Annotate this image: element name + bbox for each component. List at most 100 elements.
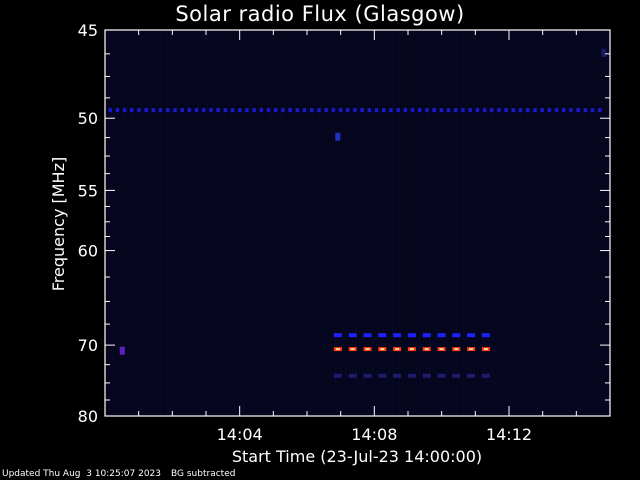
band-dash <box>475 108 480 113</box>
band-dash-core <box>424 348 429 351</box>
band-dash <box>432 108 436 113</box>
x-tick-label: 14:12 <box>486 425 532 444</box>
band-dash <box>410 108 415 113</box>
band-dash <box>504 108 508 113</box>
band-dash <box>497 108 501 113</box>
band-dash <box>266 108 271 113</box>
band-dash <box>360 108 364 113</box>
band-dash <box>194 108 199 113</box>
band-dash <box>216 108 220 113</box>
x-tick-label: 14:04 <box>217 425 263 444</box>
band-dash <box>333 373 342 378</box>
band-dash <box>144 108 148 113</box>
band-dash <box>348 333 357 338</box>
y-tick-label: 70 <box>78 336 98 355</box>
band-dash <box>396 108 400 113</box>
band-dash <box>422 373 431 378</box>
band-dash <box>259 108 264 113</box>
plot-area <box>105 30 610 416</box>
band-dash <box>302 108 307 113</box>
band-dash <box>490 108 494 113</box>
band-dash <box>439 108 444 113</box>
band-dash <box>151 108 156 113</box>
signal-spot <box>601 48 607 57</box>
band-dash <box>407 333 416 338</box>
band-dash <box>540 108 544 113</box>
band-dash <box>115 108 120 113</box>
band-dash <box>547 108 552 113</box>
band-dash <box>187 108 192 113</box>
band-dash <box>333 333 342 338</box>
band-dash <box>363 373 372 378</box>
band-dash <box>252 108 256 113</box>
y-tick-label: 60 <box>78 242 98 261</box>
band-dash <box>393 373 402 378</box>
band-dash-core <box>350 348 355 351</box>
band-dash <box>173 108 177 113</box>
band-dash <box>467 333 476 338</box>
band-dash <box>245 108 249 113</box>
band-dash <box>481 373 490 378</box>
band-dash <box>137 108 141 113</box>
band-dash <box>338 108 343 113</box>
band-dash <box>437 373 446 378</box>
band-dash <box>437 333 446 338</box>
band-dash <box>223 108 228 113</box>
plot-frame <box>104 29 611 417</box>
x-axis-label: Start Time (23-Jul-23 14:00:00) <box>232 447 482 466</box>
band-dash <box>348 373 357 378</box>
band-dash <box>367 108 372 113</box>
band-dash <box>122 108 127 113</box>
band-dash <box>511 108 516 113</box>
band-dash <box>425 108 429 113</box>
band-dash <box>526 108 530 113</box>
y-tick-label: 50 <box>78 109 98 128</box>
band-dash <box>108 108 112 113</box>
band-dash <box>363 333 372 338</box>
band-dash <box>403 108 408 113</box>
band-dash <box>554 108 559 113</box>
band-dash <box>288 108 292 113</box>
band-dash <box>202 108 206 113</box>
y-tick-label: 45 <box>78 21 98 40</box>
band-dash <box>331 108 336 113</box>
band-dash <box>317 108 321 113</box>
band-dash-core <box>454 348 459 351</box>
band-dash <box>422 333 431 338</box>
band-dash <box>324 108 328 113</box>
band-dash <box>562 108 566 113</box>
band-dash <box>389 108 393 113</box>
band-dash <box>576 108 580 113</box>
band-dash <box>230 108 235 113</box>
band-dash <box>346 108 350 113</box>
chart-title: Solar radio Flux (Glasgow) <box>175 2 465 26</box>
band-dash <box>569 108 573 113</box>
y-tick-label: 80 <box>78 407 98 426</box>
band-dash <box>378 333 387 338</box>
band-dash <box>281 108 285 113</box>
band-dash <box>209 108 213 113</box>
y-axis-label: Frequency [MHz] <box>49 157 68 291</box>
band-dash <box>481 333 490 338</box>
band-dash-core <box>335 348 340 351</box>
band-dash-core <box>380 348 385 351</box>
band-dash <box>407 373 416 378</box>
band-dash <box>583 108 588 113</box>
band-dash <box>130 108 134 113</box>
band-dash <box>482 108 487 113</box>
signal-spot <box>119 346 125 355</box>
band-dash <box>452 373 461 378</box>
band-dash <box>590 108 595 113</box>
band-dash <box>374 108 379 113</box>
band-dash-core <box>365 348 370 351</box>
band-dash <box>461 108 465 113</box>
band-dash <box>467 373 476 378</box>
band-dash <box>468 108 472 113</box>
band-dash <box>378 373 387 378</box>
band-dash <box>353 108 357 113</box>
band-dash <box>518 108 523 113</box>
band-dash <box>598 108 602 113</box>
band-dash <box>295 108 300 113</box>
x-tick-label: 14:08 <box>351 425 397 444</box>
